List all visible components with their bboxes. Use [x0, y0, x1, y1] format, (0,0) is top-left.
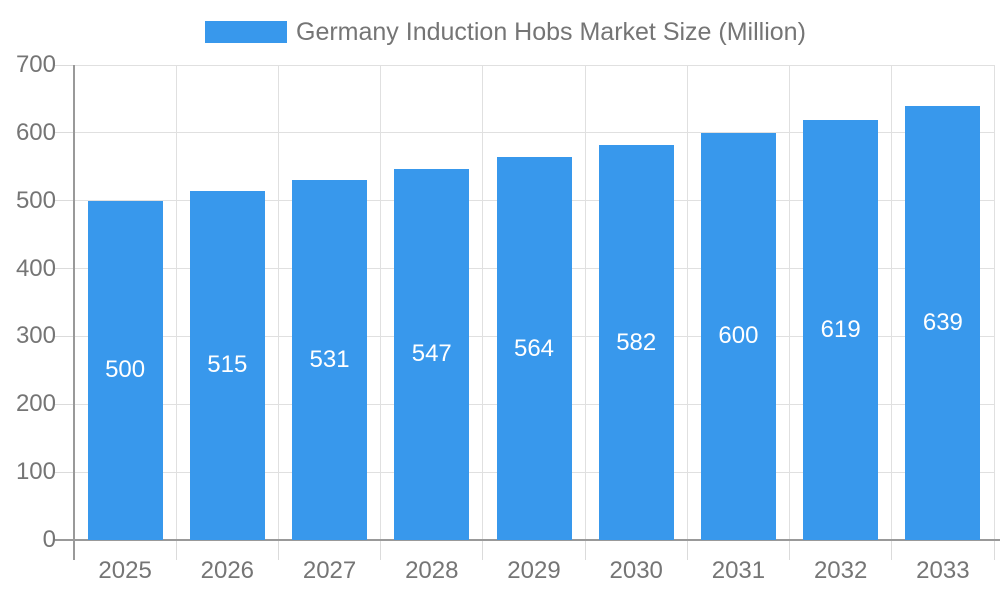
y-tick — [55, 200, 73, 202]
v-gridline — [277, 65, 279, 540]
legend-series-label[interactable]: Germany Induction Hobs Market Size (Mill… — [296, 18, 806, 46]
y-tick-label: 600 — [15, 118, 56, 146]
x-axis-line — [55, 539, 1000, 541]
y-tick — [55, 132, 73, 134]
legend: Germany Induction Hobs Market Size (Mill… — [0, 0, 1000, 55]
bar-value-label: 564 — [513, 334, 555, 362]
v-gridline — [891, 65, 893, 540]
v-gridline — [789, 65, 791, 540]
y-tick — [55, 268, 73, 270]
x-tick-label: 2027 — [302, 557, 357, 584]
bar[interactable] — [189, 190, 265, 540]
y-tick-label: 500 — [15, 186, 56, 214]
y-tick — [55, 335, 73, 337]
y-tick — [55, 471, 73, 473]
y-tick-label: 100 — [15, 458, 56, 486]
bar-value-label: 619 — [820, 315, 861, 343]
y-tick-label: 0 — [42, 526, 56, 553]
h-gridline — [74, 132, 994, 134]
x-tick-label: 2030 — [609, 557, 663, 584]
bar-value-label: 639 — [922, 309, 963, 337]
x-tick-label: 2031 — [711, 557, 766, 584]
v-gridline — [686, 65, 688, 540]
bar[interactable] — [292, 179, 368, 540]
x-tick — [482, 540, 484, 560]
bar[interactable] — [700, 132, 776, 540]
x-tick-label: 2033 — [916, 557, 970, 584]
y-tick-label: 200 — [15, 390, 56, 418]
bar-value-label: 500 — [105, 356, 146, 384]
x-tick — [277, 540, 279, 560]
x-tick-label: 2028 — [405, 557, 459, 584]
bar-value-label: 531 — [309, 345, 350, 373]
x-tick — [891, 540, 893, 560]
bar-value-label: 547 — [411, 340, 452, 368]
v-gridline — [993, 65, 995, 540]
y-tick-label: 700 — [15, 51, 56, 78]
legend-swatch[interactable] — [205, 21, 287, 43]
y-tick — [55, 64, 73, 66]
bar-value-label: 515 — [207, 351, 248, 379]
x-tick — [789, 540, 791, 560]
bar-value-label: 582 — [616, 328, 657, 356]
bar[interactable] — [394, 168, 470, 540]
bar-value-label: 600 — [718, 322, 759, 350]
y-tick-label: 400 — [15, 254, 56, 282]
v-gridline — [584, 65, 586, 540]
x-tick — [584, 540, 586, 560]
y-tick — [55, 403, 73, 405]
v-gridline — [175, 65, 177, 540]
v-gridline — [482, 65, 484, 540]
y-tick-label: 300 — [15, 322, 56, 350]
bar[interactable] — [598, 145, 674, 540]
bar[interactable] — [496, 157, 572, 540]
x-tick-label: 2026 — [200, 557, 255, 584]
v-gridline — [380, 65, 382, 540]
x-tick-label: 2029 — [507, 557, 561, 584]
x-tick — [993, 540, 995, 560]
x-tick-label: 2032 — [813, 557, 868, 584]
bar[interactable] — [803, 119, 879, 540]
x-tick — [686, 540, 688, 560]
bar[interactable] — [87, 200, 163, 540]
y-axis-line — [73, 65, 75, 560]
h-gridline — [74, 64, 994, 66]
bar[interactable] — [905, 106, 981, 540]
x-tick-label: 2025 — [98, 557, 152, 584]
x-tick — [380, 540, 382, 560]
x-tick — [175, 540, 177, 560]
